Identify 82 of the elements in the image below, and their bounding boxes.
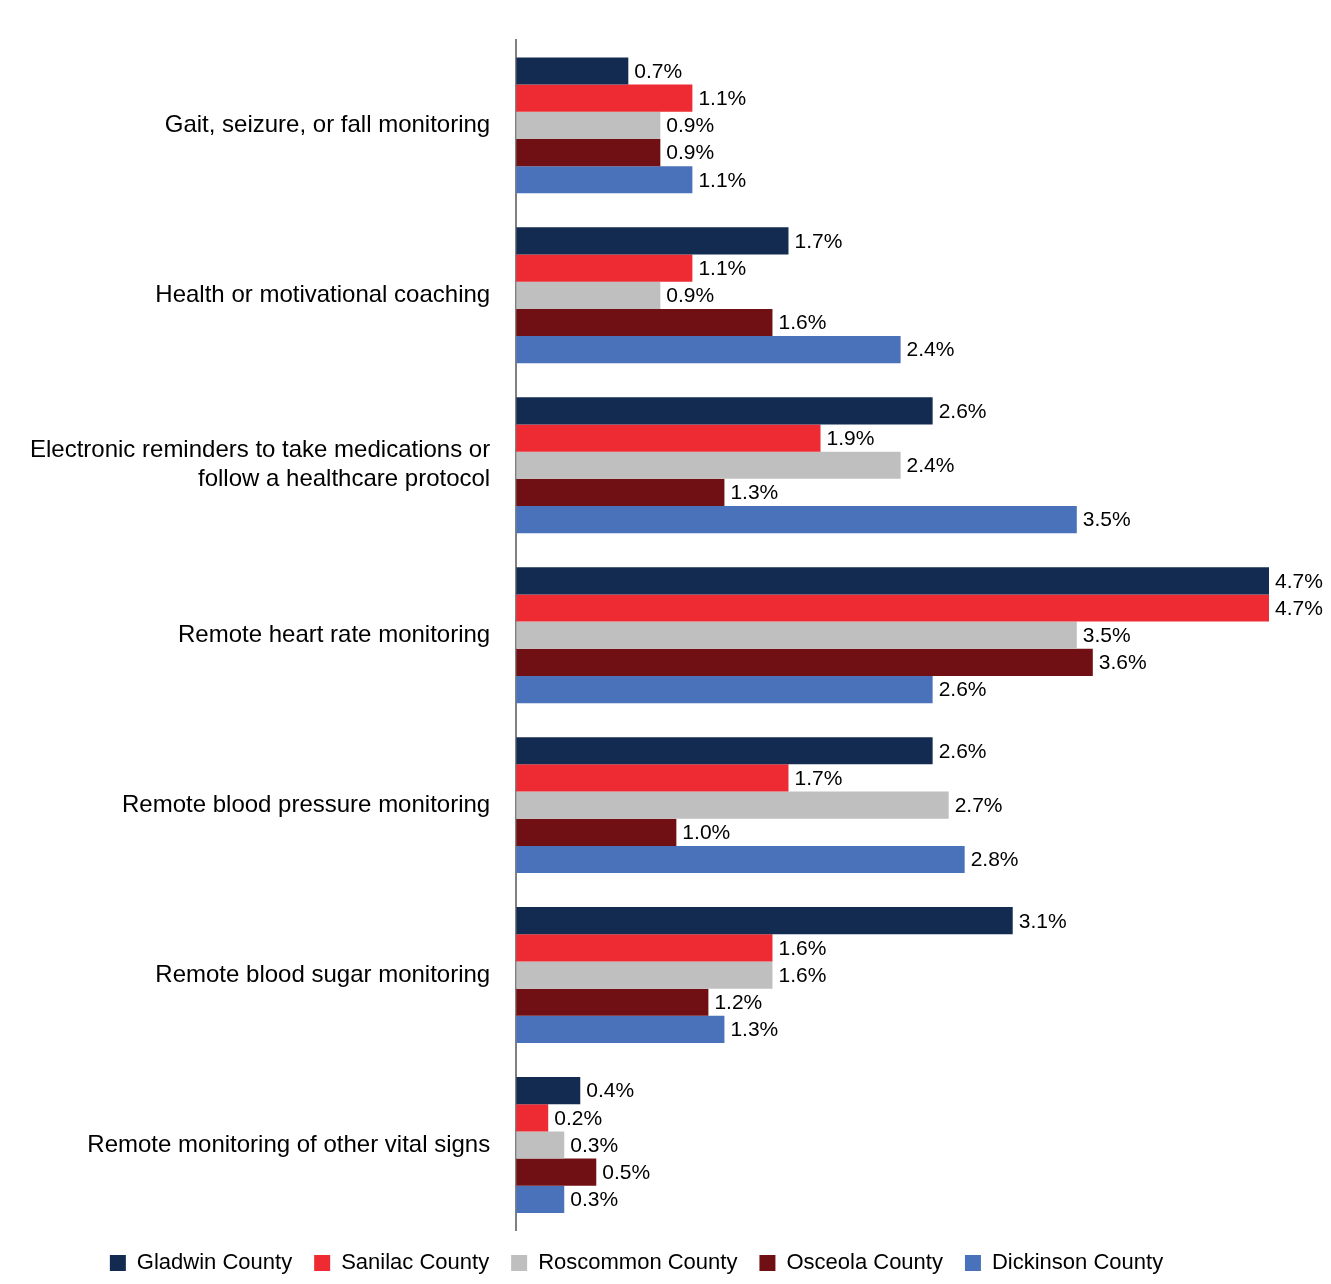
data-label: 2.7% [954, 792, 1003, 816]
bar [516, 397, 933, 425]
data-label: 3.1% [1018, 908, 1067, 932]
data-label: 0.7% [634, 58, 683, 82]
bar [516, 1131, 565, 1159]
data-label: 3.6% [1098, 650, 1147, 674]
data-label: 2.6% [938, 677, 987, 701]
legend-label: Roscommon County [538, 1249, 738, 1275]
bar [516, 907, 1013, 935]
data-label: 0.3% [570, 1132, 619, 1156]
y-tick-label: Remote blood pressure monitoring [121, 789, 491, 817]
data-label: 1.6% [778, 962, 827, 986]
bar [516, 254, 693, 282]
bar [516, 594, 1269, 622]
data-label: 1.2% [714, 990, 763, 1014]
data-label: 4.7% [1275, 595, 1323, 619]
bar [516, 57, 629, 85]
data-label: 1.6% [778, 310, 827, 334]
data-label: 2.8% [970, 847, 1019, 871]
bar [516, 961, 773, 989]
y-tick-label: Electronic reminders to take medications or follow a healthcare protocol [29, 435, 491, 492]
data-label: 0.9% [666, 140, 715, 164]
legend-label: Gladwin County [136, 1249, 293, 1275]
bar [516, 138, 661, 167]
bar [516, 621, 1077, 649]
bar [516, 764, 789, 792]
data-label: 1.7% [794, 765, 843, 789]
bar [516, 648, 1093, 676]
bar [516, 934, 773, 962]
bar [516, 675, 933, 704]
bar [516, 845, 965, 874]
bar [516, 737, 933, 765]
bar [516, 791, 949, 819]
bar [516, 1015, 725, 1044]
bar [516, 988, 709, 1016]
data-label: 2.4% [906, 453, 955, 477]
data-label: 1.1% [698, 167, 747, 191]
data-label: 0.2% [554, 1105, 603, 1129]
data-label: 2.6% [938, 398, 987, 422]
data-label: 3.5% [1082, 623, 1131, 646]
data-label: 1.1% [698, 85, 747, 109]
data-label: 1.0% [682, 820, 731, 844]
bar [516, 111, 661, 139]
bar [516, 308, 773, 337]
data-label: 0.9% [666, 283, 715, 307]
bar [516, 1104, 549, 1132]
data-label: 2.6% [938, 738, 987, 762]
data-label: 2.4% [906, 337, 955, 361]
bar [516, 227, 789, 255]
bar [516, 166, 693, 194]
data-label: 0.4% [586, 1078, 635, 1102]
data-label: 1.3% [730, 1017, 779, 1041]
bar [516, 567, 1269, 595]
data-label: 0.9% [666, 113, 715, 137]
bar [516, 818, 677, 846]
y-tick-label: Remote blood sugar monitoring [155, 959, 491, 987]
bar [516, 281, 661, 309]
data-label: 0.5% [602, 1160, 651, 1184]
bar [516, 478, 725, 507]
data-label: 0.3% [570, 1187, 619, 1211]
data-label: 1.6% [778, 935, 827, 959]
data-label: 1.3% [730, 480, 779, 504]
data-label: 3.5% [1082, 507, 1131, 531]
data-label: 1.9% [826, 425, 875, 449]
y-tick-label: Health or motivational coaching [155, 279, 491, 307]
bar [516, 1185, 565, 1214]
data-label: 1.7% [794, 228, 843, 252]
y-tick-label: Gait, seizure, or fall monitoring [164, 110, 491, 137]
data-label: 4.7% [1275, 568, 1323, 592]
bar [516, 84, 693, 112]
legend-label: Osceola County [786, 1249, 943, 1275]
bar [516, 1077, 581, 1105]
data-label: 1.1% [698, 255, 747, 279]
bar [516, 336, 901, 364]
legend-label: Dickinson County [991, 1249, 1164, 1275]
y-tick-label: Remote monitoring of other vital signs [87, 1129, 491, 1157]
bar [516, 1158, 597, 1186]
legend-label: Sanilac County [341, 1249, 490, 1275]
bar [516, 451, 901, 479]
y-tick-label: Remote heart rate monitoring [178, 619, 491, 647]
bar [516, 506, 1077, 534]
bar [516, 424, 821, 452]
